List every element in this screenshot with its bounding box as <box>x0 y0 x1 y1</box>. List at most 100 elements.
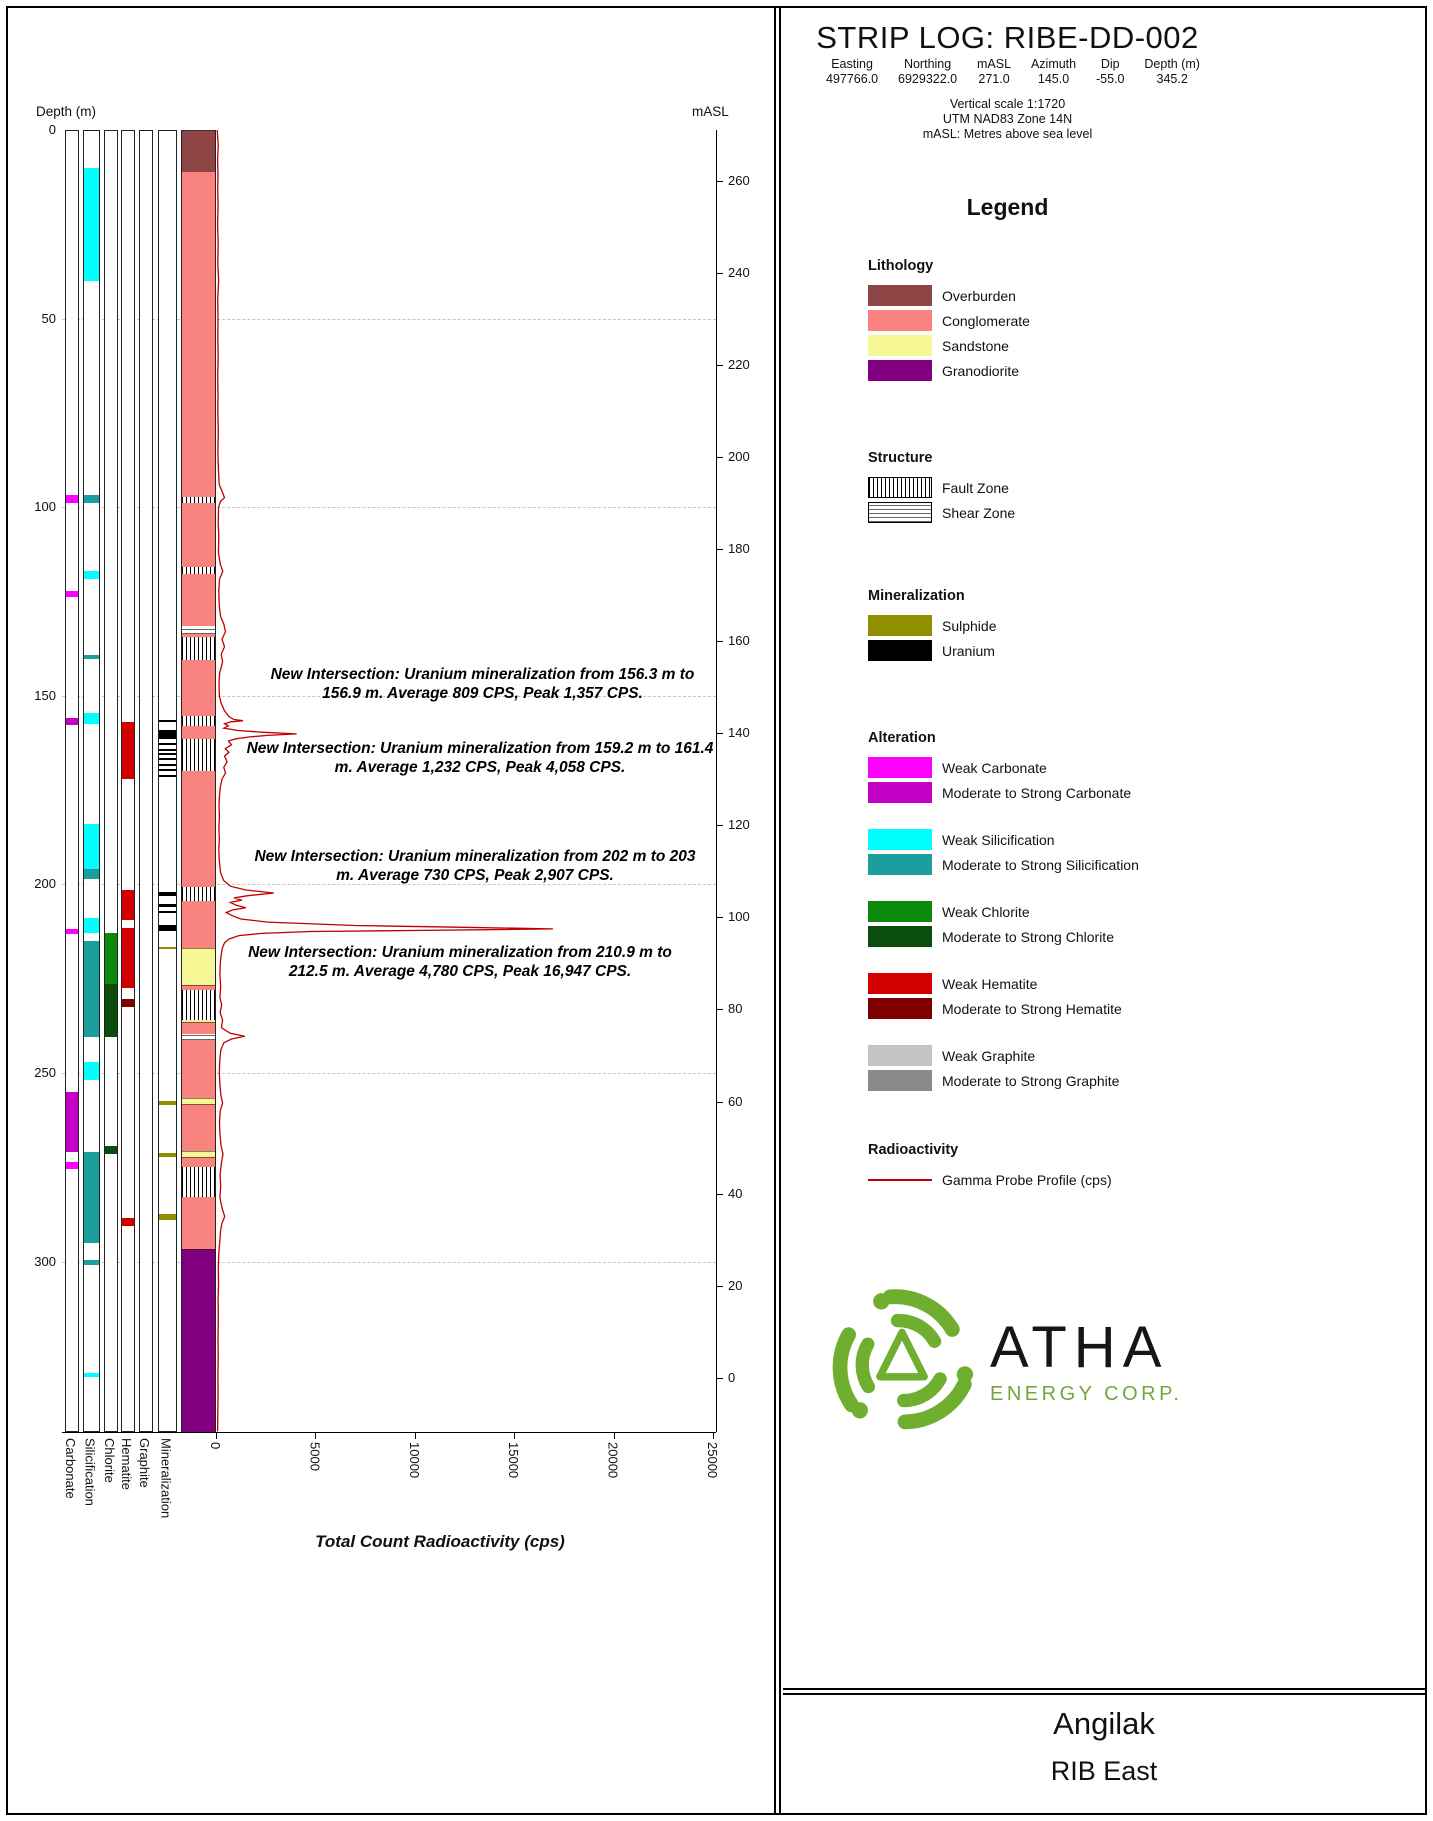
legend-item: Shear Zone <box>868 500 1298 525</box>
swatch-silicification_strong <box>868 854 932 875</box>
masl-tick-label: 180 <box>728 541 750 556</box>
collar-label: mASL <box>977 57 1012 71</box>
legend-heading: Alteration <box>868 730 936 746</box>
footer-separator <box>783 1688 1425 1695</box>
chlorite-weak <box>105 933 117 985</box>
mineralization-uranium <box>159 748 176 751</box>
column-label-carbonate: Carbonate <box>63 1438 78 1499</box>
depth-tick-label: 200 <box>34 876 56 892</box>
gamma-tick-label: 10000 <box>406 1442 422 1479</box>
annotation-intersection-3: New Intersection: Uranium mineralization… <box>254 848 696 884</box>
map-notes: Vertical scale 1:1720 UTM NAD83 Zone 14N… <box>795 97 1220 142</box>
silicification-weak <box>84 571 99 579</box>
mineralization-uranium <box>159 769 176 772</box>
gamma-line <box>868 1178 932 1181</box>
lithology-sandstone <box>182 1150 215 1157</box>
gamma-tick <box>514 1432 516 1439</box>
swatch-hematite_weak <box>868 973 932 994</box>
legend-item-label: Overburden <box>942 287 1016 304</box>
structure-shear <box>182 625 215 634</box>
legend-item-label: Shear Zone <box>942 504 1016 521</box>
masl-tick <box>716 1285 723 1287</box>
collar-masl: mASL 271.0 <box>977 57 1011 86</box>
hematite-weak <box>122 890 134 921</box>
swatch-conglomerate <box>868 310 932 331</box>
silicification-strong <box>84 495 99 503</box>
footer-project: Angilak <box>1053 1706 1155 1741</box>
atha-logo: ATHA ENERGY CORP. <box>828 1288 1182 1436</box>
column-chlorite <box>104 130 118 1432</box>
collar-value: 145.0 <box>1037 72 1070 86</box>
swatch-graphite_weak <box>868 1045 932 1066</box>
masl-tick-label: 160 <box>728 633 750 649</box>
masl-tick <box>716 1193 723 1195</box>
legend-item-label: Moderate to Strong Chlorite <box>942 928 1114 945</box>
depth-tick-label: 0 <box>48 122 56 137</box>
structure-shear <box>182 1034 215 1040</box>
note-scale: Vertical scale 1:1720 <box>949 97 1066 111</box>
silicification-weak <box>84 167 99 281</box>
mineralization-sulphide <box>159 1153 176 1157</box>
legend-item: Fault Zone <box>868 475 1298 500</box>
mineralization-uranium <box>159 904 176 907</box>
collar-easting: Easting 497766.0 <box>826 57 878 86</box>
mineralization-uranium <box>159 753 176 756</box>
column-label-silicification: Silicification <box>82 1438 98 1506</box>
legend-heading: Structure <box>868 450 933 466</box>
masl-tick-label: 80 <box>728 1001 743 1017</box>
legend-item-label: Weak Hematite <box>942 975 1038 992</box>
legend-item-label: Weak Carbonate <box>942 759 1047 776</box>
masl-tick <box>716 1377 723 1379</box>
legend-heading: Mineralization <box>868 588 965 604</box>
legend-section-lithology: Lithology Overburden Conglomerate Sandstone… <box>868 258 1298 383</box>
mineralization-sulphide <box>159 1214 176 1221</box>
hematite-weak <box>122 722 134 779</box>
silicification-weak <box>84 1372 99 1377</box>
masl-axis-label: mASL <box>692 104 729 119</box>
lithology-granodiorite <box>182 1248 215 1432</box>
note-datum: UTM NAD83 Zone 14N <box>942 112 1073 126</box>
depth-tick-label: 150 <box>34 687 56 703</box>
masl-tick <box>716 364 723 366</box>
silicification-weak <box>84 712 99 725</box>
carbonate-weak <box>66 495 78 503</box>
swatch-sulphide <box>868 615 932 636</box>
collar-depth: Depth (m) 345.2 <box>1144 57 1200 86</box>
collar-value: -55.0 <box>1096 72 1125 86</box>
legend-title: Legend <box>966 194 1049 220</box>
legend-item: Overburden <box>868 283 1298 308</box>
depth-axis-label: Depth (m) <box>36 104 97 119</box>
masl-tick-label: 20 <box>728 1277 743 1293</box>
logo-word: ATHA <box>990 1314 1169 1380</box>
legend-item: Moderate to Strong Graphite <box>868 1068 1298 1093</box>
mineralization-uranium <box>159 742 176 745</box>
masl-tick <box>716 917 723 919</box>
gamma-line-swatch <box>868 1169 932 1190</box>
collar-value: 497766.0 <box>826 72 879 86</box>
note-masl: mASL: Metres above sea level <box>922 127 1093 141</box>
legend-item: Moderate to Strong Carbonate <box>868 780 1298 805</box>
masl-tick <box>716 180 723 182</box>
silicification-strong <box>84 655 99 660</box>
carbonate-weak <box>66 928 78 935</box>
structure-fault <box>182 739 215 772</box>
legend-item-label: Sulphide <box>942 617 997 634</box>
collar-azimuth: Azimuth 145.0 <box>1031 57 1076 86</box>
swatch-silicification_weak <box>868 829 932 850</box>
legend-item: Conglomerate <box>868 308 1298 333</box>
depth-tick-label: 250 <box>34 1064 56 1080</box>
swatch-graphite_strong <box>868 1070 932 1091</box>
silicification-strong <box>84 940 99 1038</box>
panel-divider <box>774 8 781 1813</box>
collar-value: 6929322.0 <box>898 72 958 86</box>
collar-table: Easting 497766.0 Northing 6929322.0 mASL… <box>826 57 1200 86</box>
plot-baseline <box>62 1432 716 1433</box>
legend-item-label: Weak Chlorite <box>942 903 1030 920</box>
gamma-tick-label: 5000 <box>307 1442 323 1471</box>
swatch-fault <box>868 477 932 498</box>
swatch-carbonate_strong <box>868 782 932 803</box>
silicification-strong <box>84 1259 99 1265</box>
logo-text: ATHA ENERGY CORP. <box>990 1314 1182 1406</box>
mineralization-uranium <box>159 730 176 739</box>
